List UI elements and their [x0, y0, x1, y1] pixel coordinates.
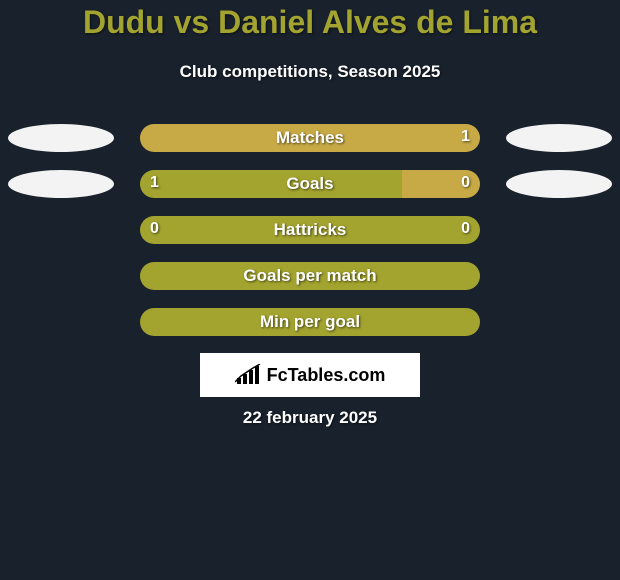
player-left-avatar — [8, 124, 114, 152]
bar-row: Hattricks00 — [0, 216, 620, 262]
bars-container: Matches1 Goals10 Hattricks00 Goals per matc… — [0, 124, 620, 354]
bar-segment-left — [140, 170, 402, 198]
bar-segment-right — [402, 170, 480, 198]
subtitle: Club competitions, Season 2025 — [0, 62, 620, 82]
bar-row: Goals per match — [0, 262, 620, 308]
date-line: 22 february 2025 — [0, 408, 620, 428]
comparison-infographic: Dudu vs Daniel Alves de Lima Club compet… — [0, 0, 620, 580]
player-left-avatar — [8, 170, 114, 198]
logo-text: FcTables.com — [267, 365, 386, 386]
bar-track: Matches1 — [140, 124, 480, 152]
bar-row: Min per goal — [0, 308, 620, 354]
bar-row: Matches1 — [0, 124, 620, 170]
player-right-avatar — [506, 170, 612, 198]
bar-row: Goals10 — [0, 170, 620, 216]
bar-track: Min per goal — [140, 308, 480, 336]
logo-box: FcTables.com — [200, 353, 420, 397]
bar-track: Goals per match — [140, 262, 480, 290]
bar-segment-left — [140, 308, 480, 336]
chart-icon — [235, 364, 261, 386]
bar-segment-left — [140, 262, 480, 290]
bar-segment-right — [140, 124, 480, 152]
player-right-avatar — [506, 124, 612, 152]
bar-segment-left — [140, 216, 480, 244]
bar-track: Hattricks00 — [140, 216, 480, 244]
bar-track: Goals10 — [140, 170, 480, 198]
page-title: Dudu vs Daniel Alves de Lima — [0, 4, 620, 41]
